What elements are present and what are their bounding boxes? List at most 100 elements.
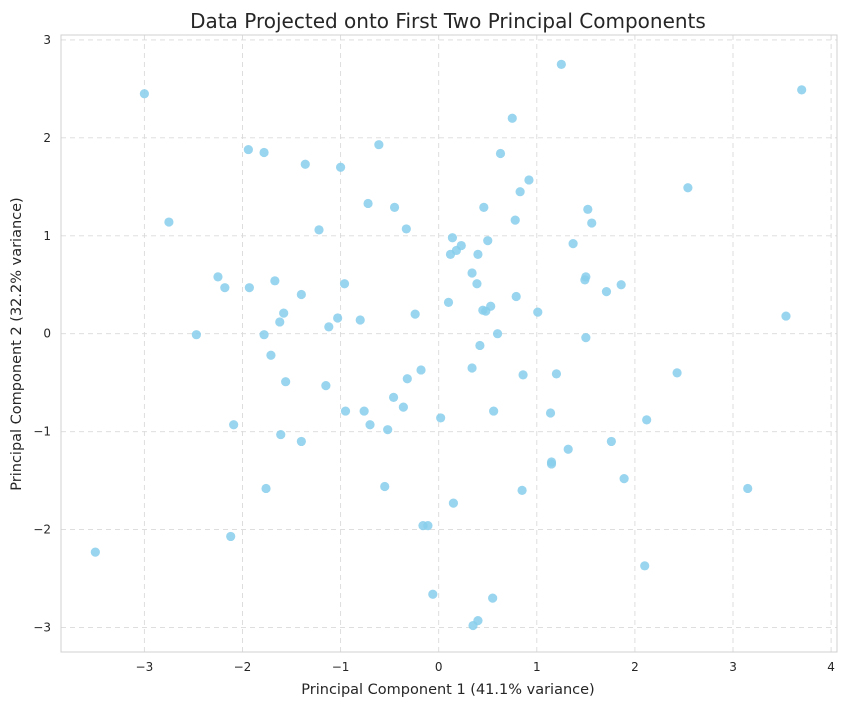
scatter-point bbox=[139, 89, 149, 99]
scatter-point bbox=[447, 233, 458, 243]
scatter-point bbox=[279, 308, 289, 318]
scatter-point bbox=[314, 225, 324, 235]
scatter-point bbox=[296, 436, 306, 447]
scatter-point bbox=[743, 483, 753, 494]
scatter-point bbox=[335, 162, 346, 172]
y-axis-label: Principal Component 2 (32.2% variance) bbox=[9, 197, 25, 490]
scatter-point bbox=[359, 406, 369, 416]
scatter-point bbox=[243, 144, 253, 155]
scatter-point bbox=[601, 286, 612, 297]
scatter-point bbox=[410, 309, 420, 319]
scatter-point bbox=[321, 381, 331, 391]
scatter-point bbox=[380, 481, 390, 492]
scatter-point bbox=[374, 140, 384, 150]
x-tick-label: 2 bbox=[631, 660, 639, 674]
scatter-point bbox=[423, 521, 433, 531]
plot-frame bbox=[60, 34, 838, 653]
scatter-point bbox=[486, 301, 496, 311]
scatter-point bbox=[546, 459, 557, 469]
scatter-point bbox=[616, 280, 626, 290]
scatter-point bbox=[270, 276, 280, 286]
scatter-point bbox=[518, 370, 528, 380]
x-tick-label: 4 bbox=[827, 660, 835, 674]
scatter-point bbox=[511, 291, 521, 302]
x-tick-label: −3 bbox=[136, 660, 154, 674]
scatter-point bbox=[467, 268, 477, 278]
scatter-point bbox=[340, 406, 351, 416]
y-tick-label: 3 bbox=[43, 33, 51, 47]
scatter-point bbox=[339, 279, 350, 289]
y-tick-label: 0 bbox=[43, 327, 51, 341]
scatter-point bbox=[473, 249, 483, 259]
scatter-point bbox=[402, 374, 412, 384]
scatter-point bbox=[90, 547, 100, 557]
scatter-point bbox=[492, 329, 503, 339]
scatter-point bbox=[300, 159, 310, 169]
scatter-point bbox=[551, 369, 562, 379]
scatter-point bbox=[683, 183, 693, 193]
scatter-point bbox=[226, 531, 236, 542]
scatter-point bbox=[259, 147, 269, 158]
scatter-point bbox=[191, 330, 201, 340]
x-axis-ticks: −3 −2 −1 0 1 2 3 4 bbox=[136, 660, 835, 674]
scatter-point bbox=[365, 420, 375, 430]
y-tick-label: 2 bbox=[43, 131, 51, 145]
scatter-point bbox=[443, 297, 454, 307]
scatter-point bbox=[797, 85, 807, 95]
scatter-point bbox=[568, 239, 578, 249]
scatter-point bbox=[275, 317, 285, 327]
scatter-point bbox=[428, 589, 438, 599]
scatter-point bbox=[515, 187, 525, 197]
scatter-point bbox=[545, 408, 556, 418]
scatter-point bbox=[276, 429, 286, 440]
y-tick-label: 1 bbox=[43, 229, 51, 243]
x-tick-label: 3 bbox=[729, 660, 737, 674]
scatter-point bbox=[587, 218, 597, 228]
y-tick-label: −2 bbox=[33, 523, 51, 537]
x-tick-label: 1 bbox=[533, 660, 541, 674]
y-tick-label: −3 bbox=[33, 621, 51, 635]
scatter-point bbox=[229, 420, 239, 430]
scatter-point bbox=[781, 311, 791, 321]
scatter-point bbox=[581, 333, 591, 343]
scatter-point bbox=[448, 498, 459, 508]
scatter-point bbox=[642, 415, 652, 425]
scatter-point bbox=[563, 444, 573, 454]
scatter-point bbox=[389, 202, 400, 212]
scatter-point bbox=[619, 474, 629, 484]
scatter-point bbox=[489, 406, 499, 416]
x-axis-label: Principal Component 1 (41.1% variance) bbox=[301, 682, 594, 698]
scatter-point bbox=[333, 313, 343, 323]
scatter-point bbox=[479, 202, 489, 212]
scatter-point bbox=[164, 217, 174, 227]
scatter-point bbox=[488, 593, 498, 603]
scatter-point bbox=[220, 283, 230, 293]
scatter-point bbox=[583, 204, 593, 214]
y-tick-label: −1 bbox=[33, 425, 51, 439]
scatter-point bbox=[672, 368, 682, 378]
scatter-point bbox=[363, 198, 373, 209]
scatter-point bbox=[517, 485, 527, 496]
data-points bbox=[90, 59, 807, 631]
scatter-point bbox=[244, 283, 254, 293]
scatter-point bbox=[456, 240, 466, 251]
scatter-point bbox=[355, 315, 365, 325]
scatter-point bbox=[296, 289, 306, 300]
y-axis-ticks: −3 −2 −1 0 1 2 3 bbox=[33, 33, 51, 635]
x-tick-label: 0 bbox=[435, 660, 443, 674]
scatter-point bbox=[259, 330, 269, 340]
scatter-point bbox=[475, 340, 485, 351]
scatter-point bbox=[495, 148, 506, 159]
x-tick-label: −2 bbox=[234, 660, 252, 674]
scatter-point bbox=[483, 236, 493, 246]
scatter-point bbox=[388, 392, 399, 402]
scatter-point bbox=[510, 215, 520, 225]
scatter-point bbox=[533, 307, 543, 317]
scatter-point bbox=[401, 224, 411, 234]
scatter-point bbox=[640, 561, 650, 571]
x-tick-label: −1 bbox=[332, 660, 350, 674]
scatter-point bbox=[507, 113, 517, 123]
scatter-point bbox=[581, 272, 591, 282]
scatter-point bbox=[524, 175, 534, 185]
